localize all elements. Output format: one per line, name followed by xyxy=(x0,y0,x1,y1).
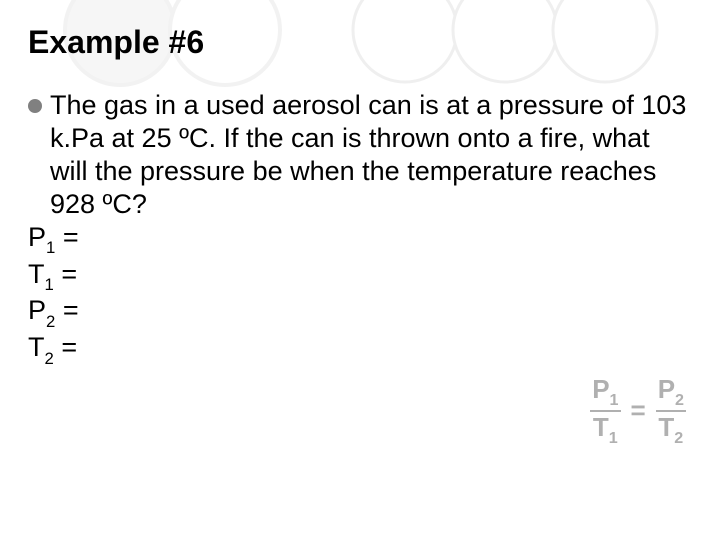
slide-title: Example #6 xyxy=(28,24,692,61)
problem-text: The gas in a used aerosol can is at a pr… xyxy=(50,89,692,221)
fraction-right: P2 T2 xyxy=(656,376,686,446)
var-t2: T2 = xyxy=(28,331,692,368)
var-p2-after: = xyxy=(55,295,78,325)
var-t2-symbol: T xyxy=(28,332,45,362)
var-t2-index: 2 xyxy=(45,349,54,368)
var-t1: T1 = xyxy=(28,258,692,295)
var-p1-index: 1 xyxy=(46,238,55,257)
var-p2-symbol: P xyxy=(28,295,46,325)
slide-content: Example #6 The gas in a used aerosol can… xyxy=(0,0,720,392)
var-t1-after: = xyxy=(54,259,77,289)
gay-lussac-formula: P1 T1 = P2 T2 xyxy=(590,376,686,446)
var-p1-after: = xyxy=(55,222,78,252)
fraction-left: P1 T1 xyxy=(590,376,620,446)
bullet-icon xyxy=(28,99,42,113)
var-p1-symbol: P xyxy=(28,222,46,252)
bullet-item: The gas in a used aerosol can is at a pr… xyxy=(28,89,692,221)
var-p2: P2 = xyxy=(28,294,692,331)
equals-sign: = xyxy=(631,395,646,426)
var-p1: P1 = xyxy=(28,221,692,258)
var-t1-symbol: T xyxy=(28,259,45,289)
var-t2-after: = xyxy=(54,332,77,362)
var-t1-index: 1 xyxy=(45,275,54,294)
var-p2-index: 2 xyxy=(46,312,55,331)
